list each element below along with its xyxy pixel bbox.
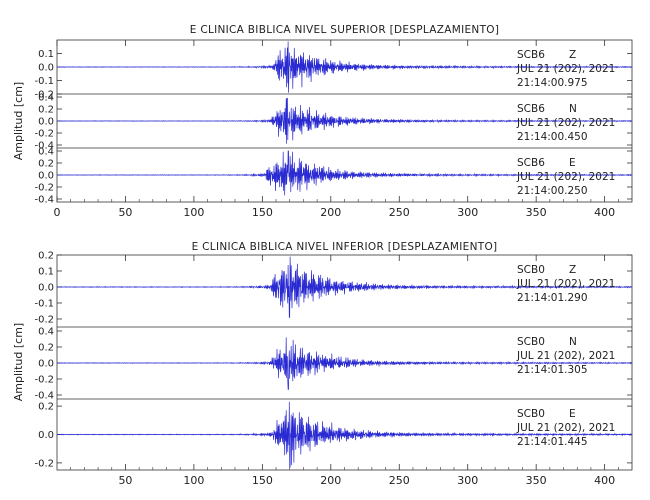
y-tick-label: 0.1 bbox=[38, 49, 54, 60]
x-tick-label: 250 bbox=[389, 474, 410, 487]
x-tick-label: 0 bbox=[54, 206, 61, 219]
trace-time-label: 21:14:00.250 bbox=[517, 185, 588, 197]
trace-panel-scb0-e: 0.2 0.0 -0.2 SCB0 E JUL 21 (202), 2021 21:14:0… bbox=[34, 398, 633, 469]
trace-date-label: JUL 21 (202), 2021 bbox=[516, 117, 615, 129]
y-tick-label: 0.4 bbox=[38, 147, 54, 158]
y-tick-label: 0.2 bbox=[38, 251, 54, 262]
trace-station-label: SCB0 bbox=[517, 408, 545, 420]
x-tick-label: 50 bbox=[118, 206, 132, 219]
y-tick-label: 0.0 bbox=[38, 117, 54, 128]
trace-time-label: 21:14:00.450 bbox=[517, 131, 588, 143]
trace-component-label: E bbox=[569, 408, 576, 420]
trace-waveform bbox=[56, 150, 633, 196]
x-tick-label: 300 bbox=[457, 206, 478, 219]
y-tick-label: -0.2 bbox=[34, 458, 54, 469]
y-tick-label: -0.1 bbox=[34, 299, 54, 310]
y-tick-label: -0.4 bbox=[34, 391, 54, 402]
trace-component-label: Z bbox=[569, 264, 576, 276]
y-tick-label: -0.2 bbox=[34, 315, 54, 326]
y-tick-label: 0.4 bbox=[38, 327, 54, 338]
y-tick-label: 0.0 bbox=[38, 359, 54, 370]
y-tick-label: -0.2 bbox=[34, 375, 54, 386]
trace-date-label: JUL 21 (202), 2021 bbox=[516, 422, 615, 434]
x-tick-label: 50 bbox=[118, 474, 132, 487]
trace-date-label: JUL 21 (202), 2021 bbox=[516, 278, 615, 290]
trace-component-label: N bbox=[569, 103, 577, 115]
trace-station-label: SCB6 bbox=[517, 157, 545, 169]
x-tick-label: 200 bbox=[320, 474, 341, 487]
trace-date-label: JUL 21 (202), 2021 bbox=[516, 350, 615, 362]
x-tick-label: 100 bbox=[183, 206, 204, 219]
trace-panel-scb0-n: 0.4 0.2 0.0 -0.2 -0.4 SCB0 N JUL 21 (202), 2021… bbox=[34, 327, 633, 402]
y-tick-label: -0.2 bbox=[34, 90, 54, 101]
y-tick-label: 0.2 bbox=[38, 402, 54, 413]
trace-waveform bbox=[56, 337, 633, 390]
x-tick-label: 400 bbox=[594, 474, 615, 487]
y-tick-label: 0.0 bbox=[38, 63, 54, 74]
x-tick-label: 200 bbox=[320, 206, 341, 219]
trace-station-label: SCB0 bbox=[517, 264, 545, 276]
x-axis: 50 100 150 200 250 300 350 400 bbox=[70, 255, 619, 487]
trace-time-label: 21:14:00.975 bbox=[517, 77, 588, 89]
trace-waveform bbox=[56, 401, 633, 468]
y-axis-label: Amplitud [cm] bbox=[12, 82, 25, 160]
trace-component-label: Z bbox=[569, 49, 576, 61]
x-tick-label: 350 bbox=[526, 206, 547, 219]
chart-title: E CLINICA BIBLICA NIVEL INFERIOR [DESPLA… bbox=[192, 241, 498, 253]
y-tick-label: -0.2 bbox=[34, 183, 54, 194]
trace-time-label: 21:14:01.305 bbox=[517, 364, 588, 376]
x-tick-label: 100 bbox=[183, 474, 204, 487]
trace-panel-scb0-z: 0.2 0.1 0.0 -0.1 -0.2 SCB0 Z JUL 21 (202), 2021… bbox=[34, 251, 633, 326]
trace-waveform bbox=[56, 97, 633, 144]
y-tick-label: 0.2 bbox=[38, 159, 54, 170]
y-tick-label: -0.1 bbox=[34, 76, 54, 87]
y-tick-label: 0.0 bbox=[38, 171, 54, 182]
y-tick-label: 0.0 bbox=[38, 283, 54, 294]
y-tick-label: 0.4 bbox=[38, 93, 54, 104]
y-tick-label: -0.4 bbox=[34, 195, 54, 206]
x-tick-label: 400 bbox=[594, 206, 615, 219]
x-tick-label: 350 bbox=[526, 474, 547, 487]
x-axis: 0 50 100 150 200 250 300 350 400 bbox=[54, 40, 619, 219]
x-tick-label: 150 bbox=[252, 206, 273, 219]
y-tick-label: -0.4 bbox=[34, 141, 54, 152]
y-tick-label: 0.1 bbox=[38, 267, 54, 278]
trace-station-label: SCB0 bbox=[517, 336, 545, 348]
trace-station-label: SCB6 bbox=[517, 103, 545, 115]
trace-station-label: SCB6 bbox=[517, 49, 545, 61]
x-tick-label: 300 bbox=[457, 474, 478, 487]
trace-date-label: JUL 21 (202), 2021 bbox=[516, 171, 615, 183]
trace-waveform bbox=[56, 41, 633, 93]
y-tick-label: 0.2 bbox=[38, 343, 54, 354]
trace-component-label: E bbox=[569, 157, 576, 169]
y-axis-label: Amplitud [cm] bbox=[12, 323, 25, 401]
trace-time-label: 21:14:01.445 bbox=[517, 436, 588, 448]
trace-panel-scb6-z: 0.1 0.0 -0.1 -0.2 SCB6 Z JUL 21 (202), 2021 21:… bbox=[34, 41, 633, 101]
trace-panel-scb6-e: 0.40.20.0-0.2-0.4 SCB6 E JUL 21 (202), 2021… bbox=[34, 147, 633, 206]
trace-date-label: JUL 21 (202), 2021 bbox=[516, 63, 615, 75]
trace-component-label: N bbox=[569, 336, 577, 348]
chart-title: E CLINICA BIBLICA NIVEL SUPERIOR [DESPLA… bbox=[190, 24, 500, 36]
trace-waveform bbox=[56, 256, 633, 318]
x-tick-label: 250 bbox=[389, 206, 410, 219]
trace-time-label: 21:14:01.290 bbox=[517, 292, 588, 304]
y-tick-label: 0.0 bbox=[38, 430, 54, 441]
y-tick-label: -0.2 bbox=[34, 129, 54, 140]
y-tick-label: 0.2 bbox=[38, 105, 54, 116]
x-tick-label: 150 bbox=[252, 474, 273, 487]
